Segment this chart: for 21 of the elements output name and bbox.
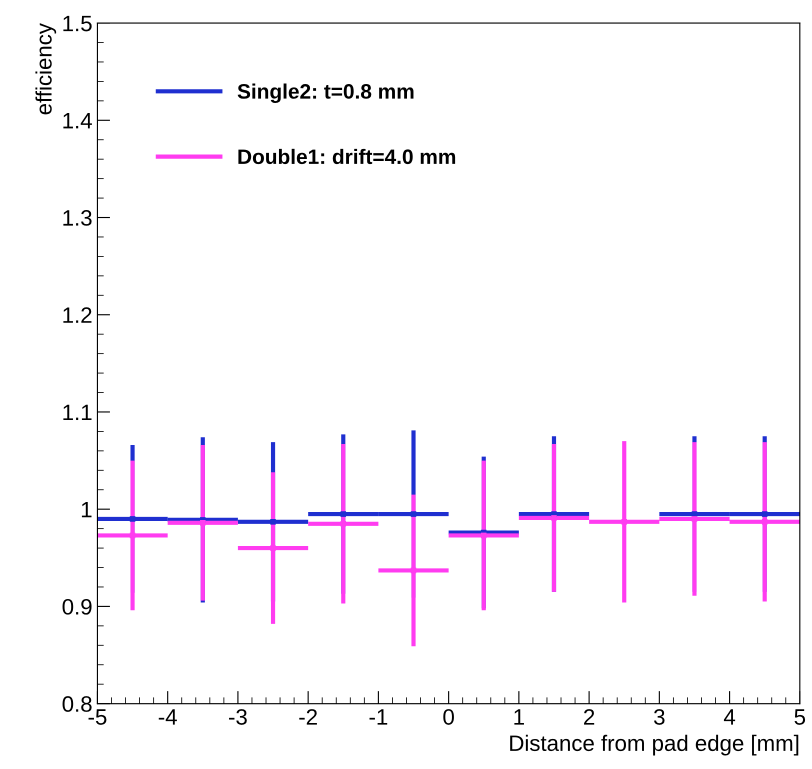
x-tick-label: 5 bbox=[794, 709, 806, 725]
y-tick-label: 1.3 bbox=[63, 210, 92, 226]
x-tick-label: -3 bbox=[229, 709, 247, 725]
y-axis-title: efficiency bbox=[35, 23, 56, 114]
y-tick-label: 1.2 bbox=[63, 307, 92, 323]
legend-label: Double1: drift=4.0 mm bbox=[238, 148, 456, 164]
y-tick-label: 1.5 bbox=[63, 16, 92, 32]
y-tick-label: 1.4 bbox=[63, 113, 92, 128]
y-tick-label: 1 bbox=[82, 502, 92, 518]
x-tick-label: 4 bbox=[724, 709, 736, 725]
x-tick-label: -1 bbox=[370, 709, 388, 725]
y-tick-label: 0.9 bbox=[62, 598, 92, 615]
x-tick-label: 0 bbox=[443, 709, 454, 725]
x-tick-label: -4 bbox=[158, 709, 177, 725]
x-axis-title: Distance from pad edge [mm] bbox=[510, 734, 798, 756]
x-tick-label: -2 bbox=[299, 709, 317, 725]
x-tick-label: 3 bbox=[654, 709, 665, 725]
x-tick-label: 2 bbox=[584, 709, 594, 725]
x-tick-label: 1 bbox=[514, 709, 524, 725]
y-tick-label: 1.1 bbox=[63, 404, 92, 420]
legend-label: Single2: t=0.8 mm bbox=[238, 83, 414, 103]
